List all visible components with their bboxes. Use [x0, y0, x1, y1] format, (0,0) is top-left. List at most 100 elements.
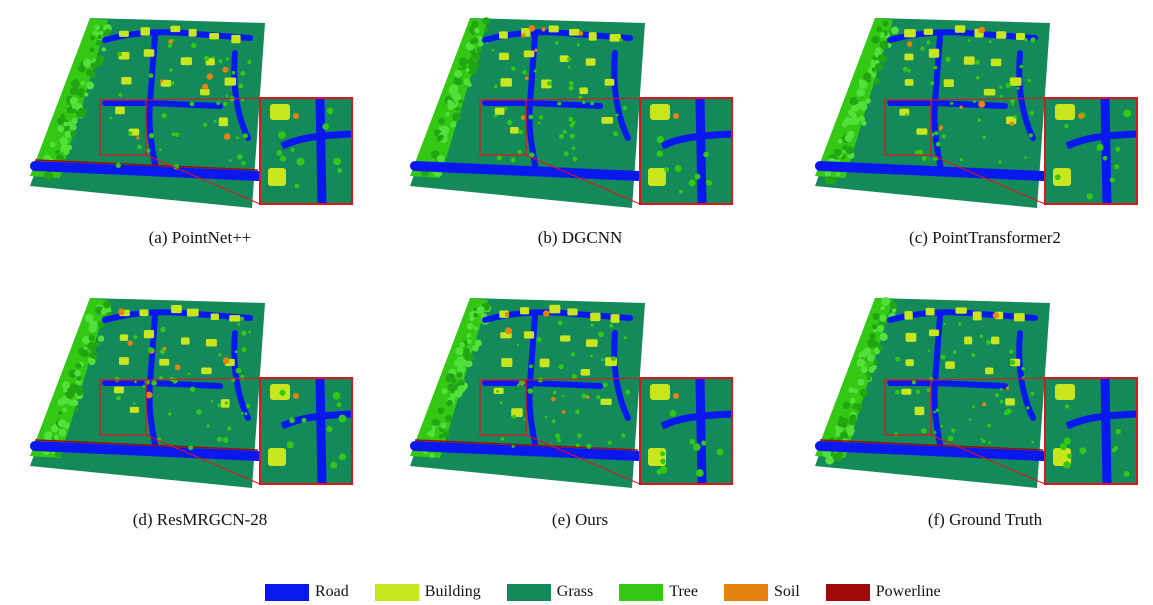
result-panel-ground-truth	[805, 288, 1153, 503]
tree-blob	[76, 89, 83, 97]
tree-point	[1013, 115, 1017, 119]
tree-blob	[458, 57, 468, 66]
inset-tree	[695, 469, 704, 477]
tree-point	[567, 57, 572, 62]
inset-tree	[1115, 429, 1121, 435]
tree-point	[568, 85, 574, 91]
tree-point	[1009, 359, 1016, 365]
tree-point	[1021, 366, 1025, 371]
legend-label-building: Building	[424, 583, 481, 600]
result-panel-pointtransformer2	[805, 8, 1153, 223]
tree-point	[586, 443, 592, 449]
soil-patch	[551, 397, 556, 402]
tree-blob	[828, 176, 837, 185]
tree-point	[188, 372, 191, 376]
tree-blob	[848, 130, 855, 137]
tree-blob	[67, 107, 73, 114]
tree-point	[1011, 103, 1014, 106]
building-block	[140, 27, 150, 36]
building-block	[590, 312, 601, 322]
inset-tree	[322, 123, 330, 130]
tree-blob	[85, 68, 94, 77]
tree-blob	[80, 80, 85, 86]
tree-point	[235, 136, 239, 140]
tree-blob	[456, 371, 463, 379]
tree-blob	[466, 339, 472, 344]
soil-patch	[1005, 386, 1010, 390]
tree-point	[132, 402, 136, 405]
tree-blob	[58, 428, 67, 437]
tree-blob	[466, 65, 476, 74]
tree-point	[512, 414, 516, 419]
soil-patch	[520, 115, 526, 120]
tree-point	[933, 410, 936, 414]
tree-point	[933, 65, 938, 70]
zoom-inset-frame	[1044, 377, 1138, 485]
tree-point	[212, 56, 215, 59]
inset-tree	[669, 410, 677, 417]
tree-point	[980, 438, 984, 441]
tree-point	[568, 117, 574, 122]
tree-blob	[455, 347, 464, 356]
zoom-selection-box	[884, 99, 932, 156]
tree-point	[516, 343, 519, 347]
building-block	[964, 336, 973, 345]
inset-tree	[296, 157, 305, 166]
inset-soil	[673, 113, 679, 119]
zoom-connector-top	[930, 377, 1046, 381]
tree-blob	[70, 387, 77, 394]
tree-point	[570, 352, 575, 357]
tree-point	[582, 100, 586, 104]
tree-blob	[875, 63, 881, 69]
tree-point	[517, 149, 522, 155]
inset-tree	[290, 147, 295, 152]
scene-svg	[410, 17, 733, 208]
inset-tree	[706, 180, 713, 186]
tree-point	[572, 120, 576, 125]
tree-point	[971, 353, 976, 358]
tree-point	[575, 443, 580, 448]
tree-point	[519, 380, 524, 386]
tree-point	[539, 115, 543, 120]
building-block	[171, 304, 182, 314]
tree-blob	[459, 342, 465, 348]
caption-ours: (e) Ours	[551, 510, 609, 529]
tree-blob	[890, 26, 899, 35]
tree-point	[174, 132, 180, 137]
tree-blob	[853, 388, 858, 394]
building-block	[231, 34, 241, 44]
tree-blob	[446, 399, 453, 407]
inset-tree	[703, 151, 709, 158]
tree-point	[625, 389, 630, 395]
tree-point	[247, 59, 252, 65]
tree-point	[547, 80, 552, 86]
tree-point	[558, 364, 564, 370]
soil-patch	[982, 402, 987, 407]
tree-blob	[849, 97, 858, 106]
tree-point	[151, 380, 157, 386]
tree-point	[602, 382, 608, 388]
road-segment	[815, 441, 1048, 461]
tree-point	[170, 81, 175, 85]
inset-road	[280, 410, 353, 430]
tree-point	[491, 48, 495, 52]
tree-point	[995, 393, 1000, 398]
building-block	[585, 339, 598, 347]
inset-tree	[280, 155, 287, 162]
tree-point	[536, 337, 542, 343]
building-block	[954, 25, 966, 33]
tree-blob	[837, 138, 843, 144]
tree-point	[537, 121, 541, 125]
inset-tree	[1079, 447, 1087, 455]
tree-point	[527, 388, 534, 394]
tree-blob	[435, 420, 441, 426]
tree-blob	[62, 407, 67, 413]
tree-blob	[74, 370, 81, 377]
inset-tree	[1054, 174, 1061, 181]
building-block	[1005, 398, 1015, 406]
inset-tree	[279, 389, 286, 396]
inset-tree	[1113, 445, 1119, 451]
soil-patch	[906, 41, 913, 47]
inset-tree	[1102, 155, 1108, 161]
tree-point	[973, 100, 976, 103]
